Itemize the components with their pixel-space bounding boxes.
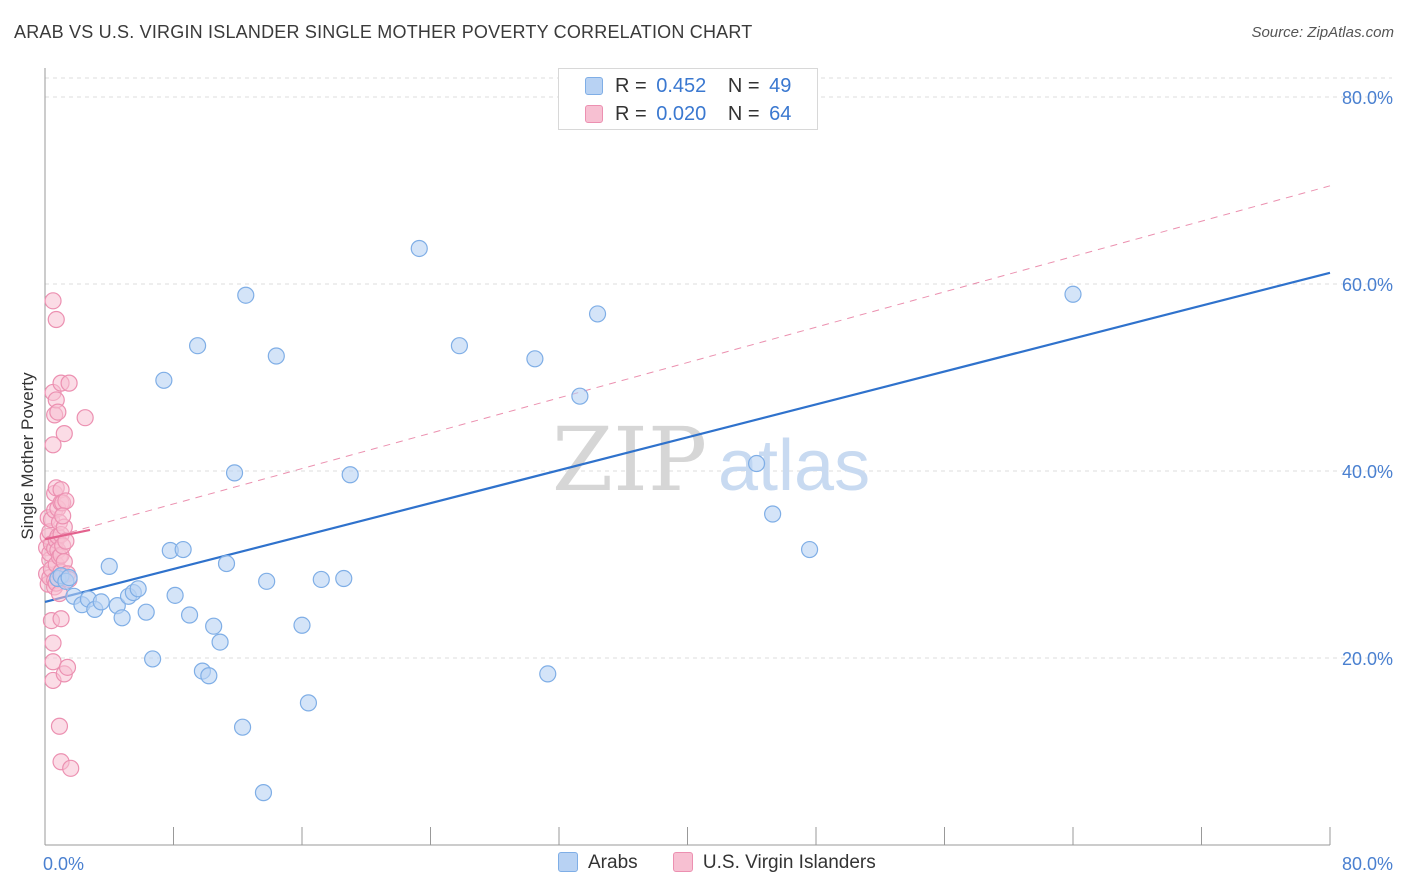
vi-n-value: 64 — [769, 103, 792, 125]
arabs-n-label: N = — [727, 75, 760, 97]
point-virgin-islanders — [44, 634, 62, 652]
series-legend: Arabs U.S. Virgin Islanders — [558, 852, 906, 874]
legend-swatch-arabs — [558, 852, 578, 872]
point-arabs — [312, 570, 330, 589]
point-arabs — [200, 667, 218, 685]
point-arabs — [92, 593, 110, 611]
point-virgin-islanders — [50, 717, 69, 735]
axes — [44, 68, 1331, 846]
point-virgin-islanders — [54, 507, 72, 525]
point-virgin-islanders — [57, 492, 75, 510]
point-virgin-islanders — [47, 310, 65, 329]
point-virgin-islanders — [60, 374, 78, 392]
legend-item-arabs: Arabs — [558, 852, 638, 874]
arabs-r-value: 0.452 — [656, 75, 707, 97]
point-arabs — [341, 466, 359, 484]
point-arabs — [335, 569, 353, 588]
point-arabs — [526, 350, 544, 368]
point-arabs — [747, 454, 766, 473]
arabs-n-value: 49 — [769, 75, 792, 97]
point-arabs — [267, 347, 285, 365]
point-arabs — [237, 286, 255, 304]
arabs-r-label: R = — [615, 75, 647, 97]
point-arabs — [258, 572, 276, 590]
y-axis-label: Single Mother Poverty — [18, 372, 37, 540]
legend-item-virgin-islanders: U.S. Virgin Islanders — [672, 852, 876, 874]
point-arabs — [450, 337, 469, 355]
grid-lines — [45, 77, 1392, 659]
point-arabs — [299, 694, 318, 712]
point-arabs — [166, 586, 184, 604]
virgin-islanders-swatch — [585, 105, 603, 123]
watermark: ZIP atlas — [552, 408, 870, 511]
point-arabs — [410, 239, 428, 258]
point-arabs — [180, 606, 199, 624]
point-arabs — [293, 616, 311, 634]
point-arabs — [764, 505, 782, 523]
point-virgin-islanders — [52, 610, 70, 628]
point-arabs — [205, 617, 223, 635]
trend-line-virgin-islanders-extended — [44, 185, 1331, 540]
y-tick-label: 60.0% — [1342, 275, 1393, 295]
stats-row-arabs: R = 0.452 N = 49 — [585, 75, 791, 97]
x-tick-label-min: 0.0% — [43, 854, 84, 874]
point-virgin-islanders — [44, 653, 62, 671]
point-arabs — [539, 665, 557, 683]
trend-line-arabs — [44, 271, 1331, 603]
chart-source: Source: ZipAtlas.com — [1251, 24, 1394, 41]
stats-row-virgin-islanders: R = 0.020 N = 64 — [585, 103, 791, 125]
point-virgin-islanders — [62, 759, 80, 777]
watermark-atlas: atlas — [718, 426, 870, 506]
point-arabs — [60, 568, 78, 587]
y-tick-label: 80.0% — [1342, 88, 1393, 108]
watermark-zip: ZIP — [552, 408, 707, 511]
series-virgin-islanders — [38, 292, 94, 777]
point-arabs — [129, 580, 147, 598]
point-arabs — [174, 540, 192, 559]
point-arabs — [233, 718, 252, 736]
point-arabs — [225, 464, 244, 482]
point-arabs — [1064, 285, 1082, 303]
point-virgin-islanders — [49, 403, 67, 421]
point-arabs — [100, 557, 118, 575]
vi-r-label: R = — [615, 103, 647, 125]
series-arabs — [49, 239, 1082, 802]
vi-r-value: 0.020 — [656, 103, 707, 125]
y-tick-label: 20.0% — [1342, 649, 1393, 669]
point-arabs — [144, 650, 162, 668]
point-arabs — [188, 337, 207, 355]
point-virgin-islanders — [57, 532, 75, 550]
stats-legend: R = 0.452 N = 49 R = 0.020 N = 64 — [558, 68, 818, 130]
point-arabs — [113, 609, 131, 627]
point-virgin-islanders — [76, 409, 94, 427]
point-arabs — [155, 371, 173, 389]
x-tick-label-max: 80.0% — [1342, 854, 1393, 874]
point-arabs — [588, 305, 607, 323]
point-arabs — [211, 633, 229, 651]
y-tick-label: 40.0% — [1342, 462, 1393, 482]
legend-swatch-virgin-islanders — [672, 852, 693, 872]
point-arabs — [571, 387, 589, 405]
point-virgin-islanders — [55, 425, 73, 443]
point-arabs — [217, 554, 236, 573]
point-arabs — [254, 784, 273, 802]
point-virgin-islanders — [44, 292, 62, 310]
legend-label-arabs: Arabs — [588, 852, 638, 873]
point-arabs — [137, 603, 155, 621]
vi-n-label: N = — [727, 103, 760, 125]
trend-line-virgin-islanders — [44, 528, 91, 541]
tick-labels: 20.0% 40.0% 60.0% 80.0% 0.0% 80.0% — [43, 88, 1393, 874]
point-virgin-islanders — [44, 436, 62, 454]
legend-label-virgin-islanders: U.S. Virgin Islanders — [702, 852, 876, 873]
point-arabs — [800, 540, 819, 559]
trend-lines — [44, 185, 1331, 603]
arabs-swatch — [585, 77, 603, 95]
chart-title: ARAB VS U.S. VIRGIN ISLANDER SINGLE MOTH… — [14, 22, 753, 42]
point-virgin-islanders — [58, 658, 77, 676]
